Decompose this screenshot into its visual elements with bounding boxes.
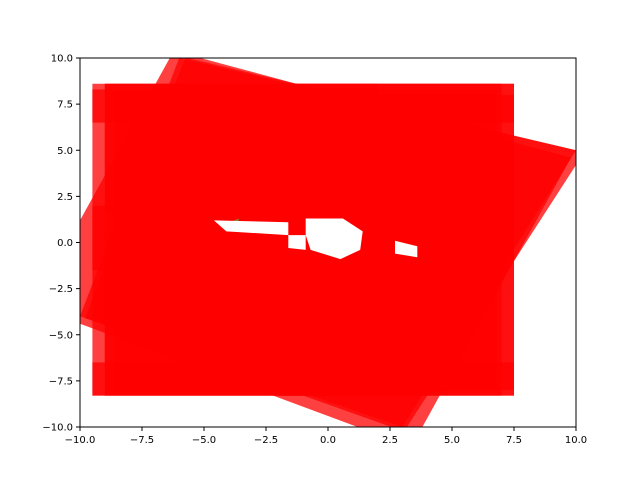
- y-tick-label: 2.5: [57, 192, 73, 203]
- x-tick-label: 5.0: [444, 435, 460, 446]
- uncovered-region-2: [395, 240, 418, 258]
- x-tick-label: 7.5: [506, 435, 522, 446]
- red-patch-12: [92, 83, 515, 123]
- x-tick-label: 10.0: [565, 435, 587, 446]
- x-tick-label: −5.0: [192, 435, 216, 446]
- x-tick-label: −10.0: [65, 435, 96, 446]
- x-tick-label: 2.5: [382, 435, 398, 446]
- uncovered-region-0: [213, 220, 289, 236]
- uncovered-region-1: [305, 218, 363, 260]
- red-patch-13: [92, 362, 515, 396]
- y-tick-label: −7.5: [49, 376, 73, 387]
- y-tick-label: −10.0: [42, 423, 73, 434]
- x-tick-label: −7.5: [130, 435, 154, 446]
- x-tick-label: −2.5: [254, 435, 278, 446]
- y-tick-label: 7.5: [57, 100, 73, 111]
- uncovered-region-3: [288, 235, 306, 250]
- plot-marks: [80, 58, 576, 427]
- y-tick-label: 5.0: [57, 146, 73, 157]
- y-tick-label: −2.5: [49, 284, 73, 295]
- x-tick-label: 0.0: [320, 435, 336, 446]
- y-tick-label: 10.0: [51, 54, 73, 65]
- y-tick-label: −5.0: [49, 330, 73, 341]
- axes: −10.0 −7.5 −5.0 −2.5 0.0 2.5 5.0 7.5 10.0 −10.0 −7…: [42, 54, 587, 447]
- y-tick-label: 0.0: [57, 238, 73, 249]
